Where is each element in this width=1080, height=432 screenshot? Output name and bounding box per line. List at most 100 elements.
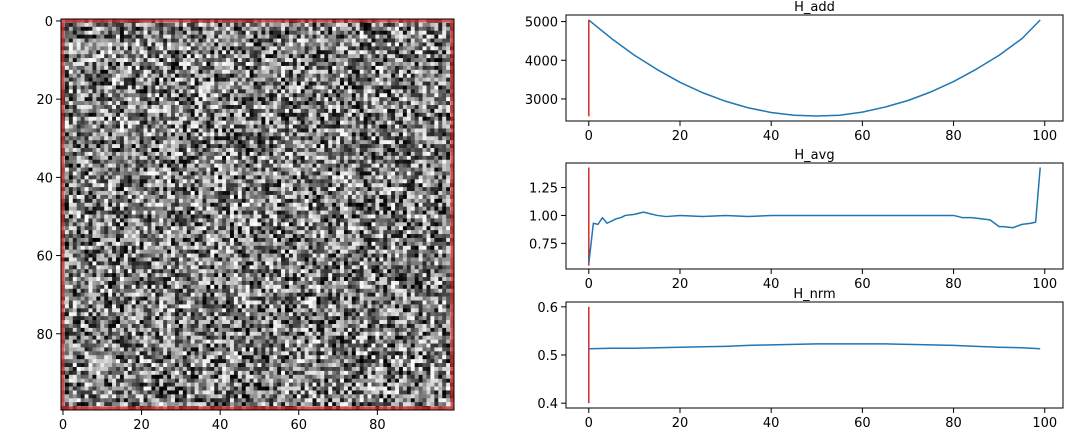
heatmap-cell: [139, 97, 144, 102]
heatmap-cell: [332, 179, 337, 184]
heatmap-cell: [273, 183, 278, 188]
heatmap-cell: [174, 167, 180, 172]
heatmap-cell: [226, 191, 231, 196]
heatmap-cell: [202, 93, 207, 98]
heatmap-cell: [222, 30, 227, 35]
heatmap-cell: [229, 175, 235, 180]
heatmap-cell: [312, 148, 317, 153]
heatmap-cell: [340, 65, 345, 71]
heatmap-cell: [434, 42, 439, 47]
heatmap-cell: [288, 22, 294, 28]
heatmap-cell: [159, 58, 164, 63]
heatmap-cell: [446, 69, 451, 75]
heatmap-cell: [257, 202, 262, 207]
heatmap-cell: [194, 159, 199, 164]
heatmap-cell: [332, 42, 337, 47]
heatmap-cell: [84, 97, 89, 102]
heatmap-cell: [139, 77, 144, 82]
heatmap-cell: [406, 97, 412, 102]
heatmap-cell: [171, 22, 176, 28]
heatmap-cell: [438, 159, 443, 164]
heatmap-cell: [116, 179, 121, 184]
heatmap-cell: [198, 132, 203, 137]
heatmap-cell: [198, 112, 203, 118]
heatmap-cell: [391, 187, 396, 192]
heatmap-cell: [300, 34, 305, 39]
heatmap-cell: [395, 124, 400, 129]
heatmap-cell: [167, 159, 172, 164]
heatmap-cell: [387, 167, 392, 172]
heatmap-cell: [316, 163, 321, 168]
heatmap-cell: [119, 151, 125, 157]
heatmap-cell: [202, 198, 207, 204]
heatmap-cell: [430, 120, 435, 125]
heatmap-cell: [92, 26, 97, 32]
heatmap-cell: [316, 144, 321, 149]
heatmap-cell: [414, 112, 419, 118]
heatmap-cell: [135, 124, 140, 129]
heatmap-cell: [163, 210, 168, 215]
heatmap-cell: [253, 62, 258, 67]
heatmap-cell: [398, 62, 404, 67]
heatmap-cell: [72, 191, 78, 196]
heatmap-cell: [68, 163, 74, 168]
heatmap-cell: [261, 191, 266, 196]
heatmap-cell: [422, 183, 427, 188]
heatmap-cell: [116, 97, 121, 102]
heatmap-cell: [442, 42, 447, 47]
heatmap-cell: [312, 183, 317, 188]
heatmap-cell: [119, 144, 125, 149]
heatmap-cell: [328, 69, 333, 75]
heatmap-cell: [316, 30, 321, 35]
heatmap-cell: [151, 128, 156, 133]
heatmap-cell: [395, 69, 400, 75]
heatmap-cell: [402, 46, 408, 51]
heatmap-cell: [214, 30, 219, 35]
heatmap-cell: [127, 69, 133, 75]
heatmap-cell: [80, 38, 85, 43]
heatmap-cell: [269, 46, 274, 51]
heatmap-cell: [72, 128, 78, 133]
heatmap-cell: [308, 124, 313, 129]
heatmap-cell: [127, 85, 133, 90]
heatmap-cell: [273, 120, 278, 125]
heatmap-cell: [257, 179, 262, 184]
heatmap-cell: [159, 77, 164, 82]
heatmap-cell: [406, 93, 412, 98]
heatmap-cell: [414, 58, 419, 63]
heatmap-cell: [64, 136, 70, 141]
heatmap-cell: [182, 194, 188, 200]
heatmap-cell: [355, 140, 360, 145]
heatmap-cell: [277, 120, 282, 125]
heatmap-cell: [336, 120, 341, 125]
heatmap-cell: [151, 58, 156, 63]
heatmap-cell: [186, 155, 191, 161]
heatmap-cell: [261, 89, 266, 94]
heatmap-cell: [395, 128, 400, 133]
heatmap-cell: [383, 89, 388, 94]
heatmap-cell: [112, 132, 117, 137]
heatmap-cell: [277, 46, 282, 51]
heatmap-cell: [343, 167, 349, 172]
heatmap-cell: [135, 136, 140, 141]
heatmap-cell: [375, 179, 380, 184]
heatmap-cell: [64, 42, 70, 47]
heatmap-cell: [222, 120, 227, 125]
heatmap-cell: [253, 159, 258, 164]
heatmap-cell: [123, 163, 129, 168]
heatmap-cell: [135, 46, 140, 51]
heatmap-cell: [206, 202, 211, 207]
heatmap-cell: [343, 69, 349, 75]
heatmap-cell: [112, 50, 117, 55]
heatmap-cell: [182, 148, 188, 153]
heatmap-cell: [328, 81, 333, 86]
heatmap-cell: [147, 85, 152, 90]
heatmap-cell: [233, 97, 239, 102]
heatmap-cell: [84, 194, 89, 200]
heatmap-cell: [300, 210, 305, 215]
heatmap-cell: [186, 194, 191, 200]
heatmap-cell: [422, 187, 427, 192]
heatmap-cell: [340, 93, 345, 98]
heatmap-cell: [222, 105, 227, 110]
heatmap-cell: [245, 132, 250, 137]
